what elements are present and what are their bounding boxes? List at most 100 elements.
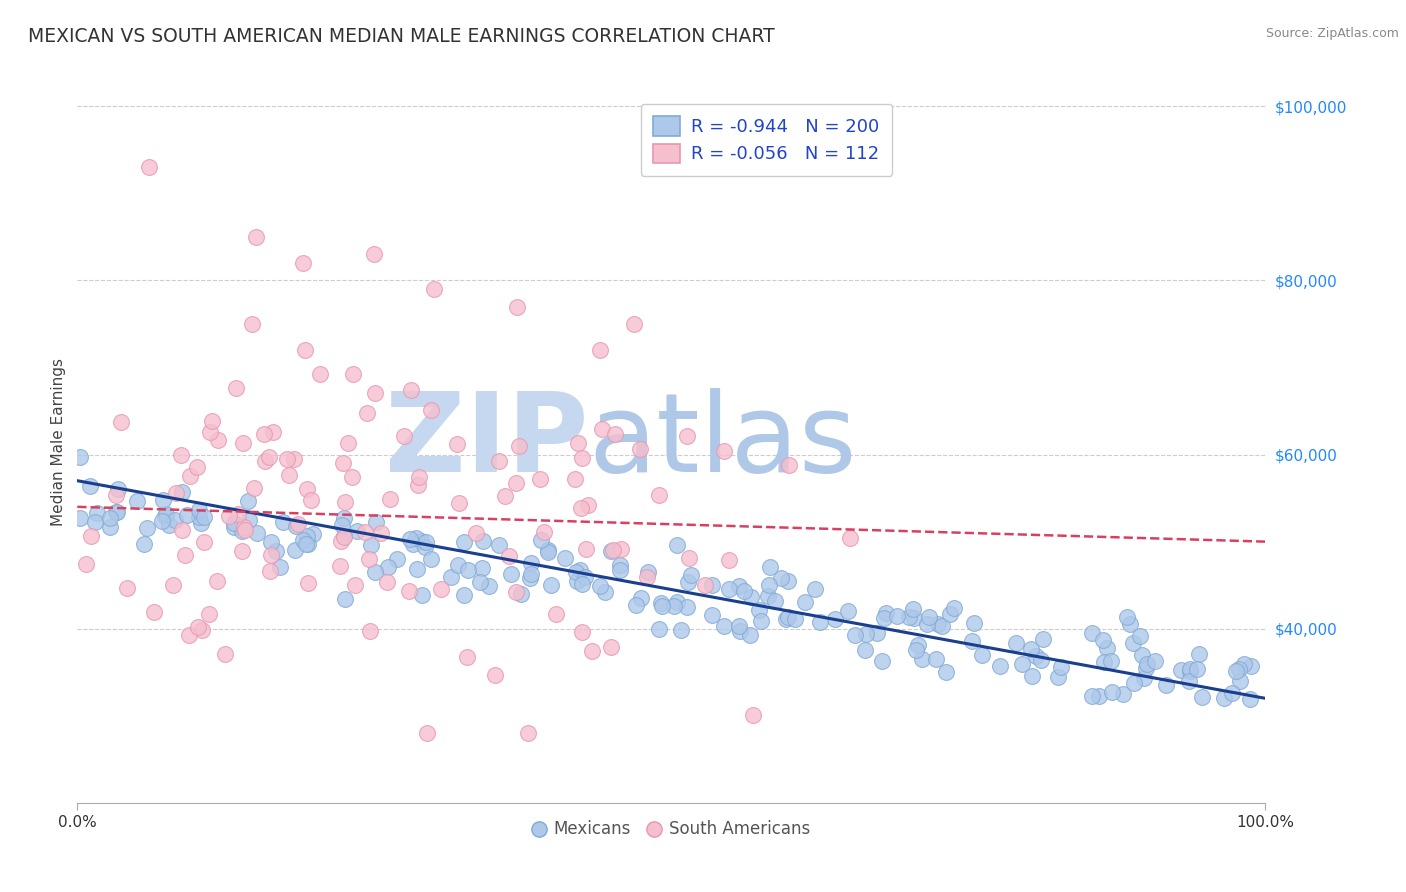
Point	[276, 451, 298, 466]
Point	[188, 502, 211, 516]
Point	[284, 543, 307, 558]
Point	[1122, 636, 1144, 650]
Point	[679, 568, 702, 582]
Point	[191, 623, 214, 637]
Point	[769, 571, 792, 585]
Point	[1046, 670, 1069, 684]
Point	[662, 599, 685, 614]
Point	[408, 469, 430, 483]
Point	[392, 429, 415, 443]
Point	[173, 548, 195, 562]
Point	[98, 510, 121, 524]
Point	[678, 550, 700, 565]
Point	[1220, 686, 1243, 700]
Point	[478, 578, 501, 592]
Point	[533, 524, 555, 539]
Point	[1116, 610, 1139, 624]
Point	[150, 515, 173, 529]
Point	[107, 482, 129, 496]
Point	[756, 589, 779, 603]
Point	[364, 565, 387, 579]
Point	[702, 578, 724, 592]
Point	[471, 561, 494, 575]
Point	[537, 542, 560, 557]
Legend: Mexicans, South Americans: Mexicans, South Americans	[526, 814, 817, 845]
Point	[75, 557, 97, 571]
Point	[246, 525, 269, 540]
Point	[387, 552, 409, 566]
Point	[942, 601, 965, 615]
Point	[648, 622, 671, 636]
Point	[529, 533, 551, 548]
Point	[1232, 657, 1254, 671]
Point	[717, 553, 740, 567]
Point	[972, 648, 994, 662]
Point	[332, 456, 354, 470]
Point	[187, 620, 209, 634]
Point	[177, 627, 200, 641]
Point	[785, 612, 807, 626]
Point	[855, 627, 877, 641]
Point	[565, 574, 588, 588]
Text: MEXICAN VS SOUTH AMERICAN MEDIAN MALE EARNINGS CORRELATION CHART: MEXICAN VS SOUTH AMERICAN MEDIAN MALE EA…	[28, 27, 775, 45]
Point	[159, 517, 181, 532]
Point	[1021, 668, 1043, 682]
Point	[359, 624, 381, 638]
Point	[740, 590, 762, 604]
Point	[346, 524, 368, 538]
Point	[332, 511, 354, 525]
Point	[405, 561, 427, 575]
Point	[1091, 632, 1114, 647]
Point	[794, 594, 817, 608]
Point	[1178, 664, 1201, 678]
Point	[651, 599, 673, 613]
Point	[529, 472, 551, 486]
Point	[236, 493, 259, 508]
Point	[853, 642, 876, 657]
Point	[866, 626, 889, 640]
Point	[138, 161, 160, 175]
Point	[79, 479, 101, 493]
Point	[264, 544, 287, 558]
Point	[844, 627, 866, 641]
Point	[624, 598, 647, 612]
Point	[1225, 665, 1247, 679]
Point	[309, 367, 332, 381]
Point	[299, 493, 322, 508]
Point	[364, 516, 387, 530]
Point	[907, 638, 929, 652]
Point	[505, 585, 527, 599]
Point	[636, 570, 658, 584]
Point	[870, 653, 893, 667]
Point	[238, 513, 260, 527]
Point	[259, 450, 281, 464]
Point	[1227, 662, 1250, 676]
Point	[759, 560, 782, 574]
Point	[232, 435, 254, 450]
Point	[198, 607, 221, 621]
Point	[1095, 640, 1118, 655]
Point	[297, 576, 319, 591]
Point	[540, 578, 562, 592]
Point	[810, 615, 832, 629]
Point	[456, 650, 478, 665]
Point	[960, 634, 983, 648]
Point	[713, 619, 735, 633]
Point	[105, 505, 128, 519]
Point	[581, 644, 603, 658]
Point	[375, 574, 398, 589]
Point	[446, 437, 468, 451]
Point	[69, 510, 91, 524]
Point	[506, 300, 529, 314]
Point	[287, 516, 309, 531]
Point	[406, 478, 429, 492]
Point	[676, 429, 699, 443]
Point	[205, 574, 228, 589]
Point	[546, 607, 568, 622]
Point	[600, 543, 623, 558]
Point	[1136, 657, 1159, 671]
Point	[837, 604, 859, 618]
Point	[630, 591, 652, 605]
Point	[69, 450, 91, 465]
Point	[1170, 663, 1192, 677]
